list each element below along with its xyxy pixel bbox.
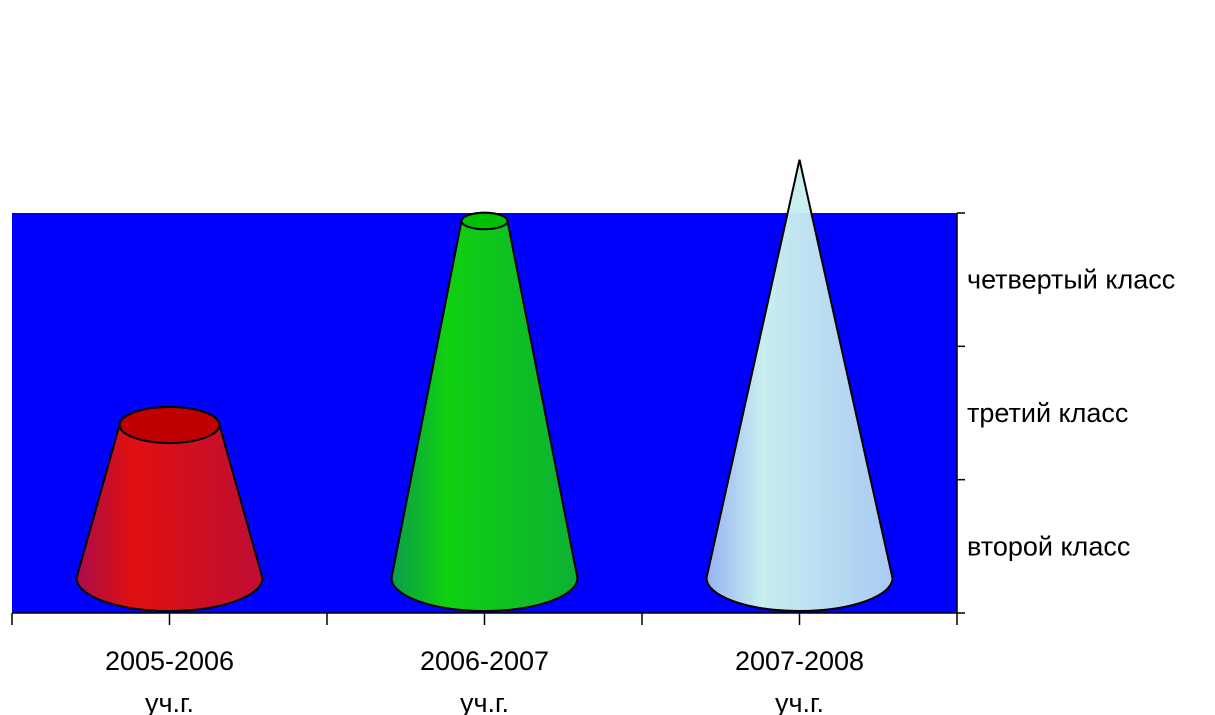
cone-bar: [390, 211, 579, 612]
cone-bar: [75, 406, 264, 612]
cone-top: [460, 211, 509, 231]
x-tick-label: 2005-2006: [105, 646, 234, 676]
cone-top: [118, 406, 221, 444]
x-tick-label: уч.г.: [775, 688, 824, 715]
x-tick-label: 2006-2007: [420, 646, 549, 676]
cone-body: [705, 159, 894, 612]
y-tick-label: третий класс: [967, 398, 1128, 428]
cone-series: [75, 159, 894, 612]
cone-bar: [705, 159, 894, 612]
x-tick-label: уч.г.: [145, 688, 194, 715]
y-tick-label: четвертый класс: [967, 265, 1175, 295]
axes: [11, 212, 965, 625]
x-tick-label: 2007-2008: [735, 646, 864, 676]
tick-labels: 2005-2006 уч.г. 2006-2007 уч.г. 2007-2008 уч.…: [105, 265, 1175, 715]
x-tick-label: уч.г.: [460, 688, 509, 715]
y-tick-label: второй класс: [967, 531, 1130, 561]
